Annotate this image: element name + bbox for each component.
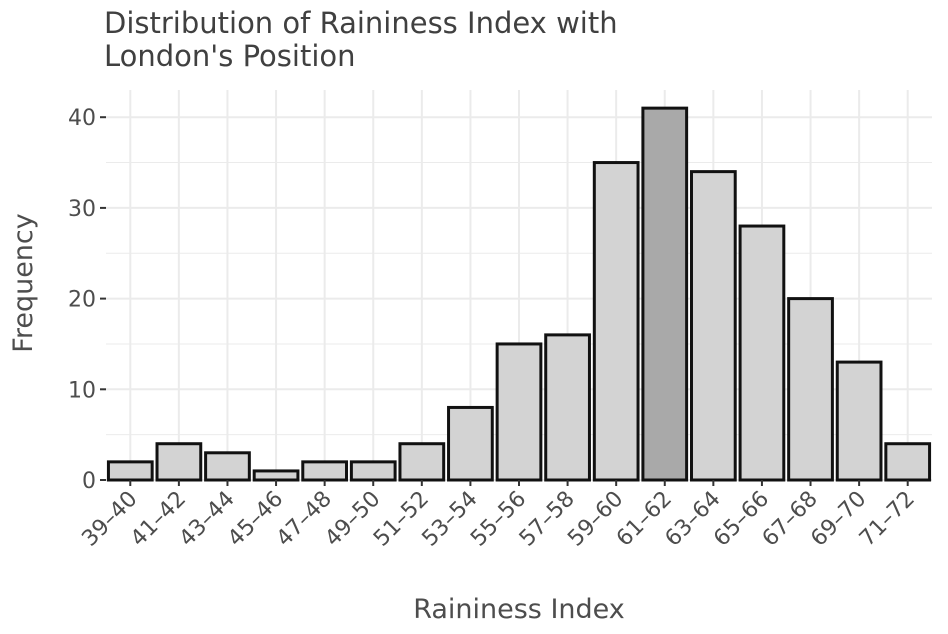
bars bbox=[106, 106, 932, 482]
bar bbox=[301, 460, 349, 482]
x-axis-label: Raininess Index bbox=[413, 594, 625, 625]
bar bbox=[349, 460, 397, 482]
y-tick-label: 10 bbox=[68, 378, 96, 403]
bar bbox=[155, 442, 203, 482]
y-tick-label: 30 bbox=[68, 197, 96, 222]
bar bbox=[592, 161, 640, 482]
bar bbox=[252, 469, 300, 482]
bar bbox=[204, 451, 251, 482]
bar bbox=[495, 342, 543, 482]
y-tick-label: 20 bbox=[68, 288, 96, 313]
x-axis: 39–4041–4243–4445–4647–4849–5051–5253–54… bbox=[77, 480, 920, 552]
bar bbox=[884, 442, 932, 482]
bar-highlight bbox=[641, 106, 689, 482]
bar bbox=[738, 224, 786, 482]
bar bbox=[544, 333, 591, 482]
bar bbox=[447, 405, 494, 482]
y-tick-label: 40 bbox=[68, 106, 96, 131]
bar bbox=[835, 360, 883, 482]
bar bbox=[787, 297, 834, 482]
bar bbox=[689, 170, 737, 482]
bar bbox=[398, 442, 446, 482]
y-axis: 0 10 20 30 40 bbox=[68, 106, 106, 494]
y-axis-label: Frequency bbox=[8, 213, 39, 353]
chart-title-line-2: London's Position bbox=[104, 39, 356, 73]
y-tick-label: 0 bbox=[82, 469, 96, 494]
x-tick-label: 71–72 bbox=[855, 487, 920, 552]
chart-title-line-1: Distribution of Raininess Index with bbox=[104, 6, 618, 40]
bar bbox=[106, 460, 154, 482]
